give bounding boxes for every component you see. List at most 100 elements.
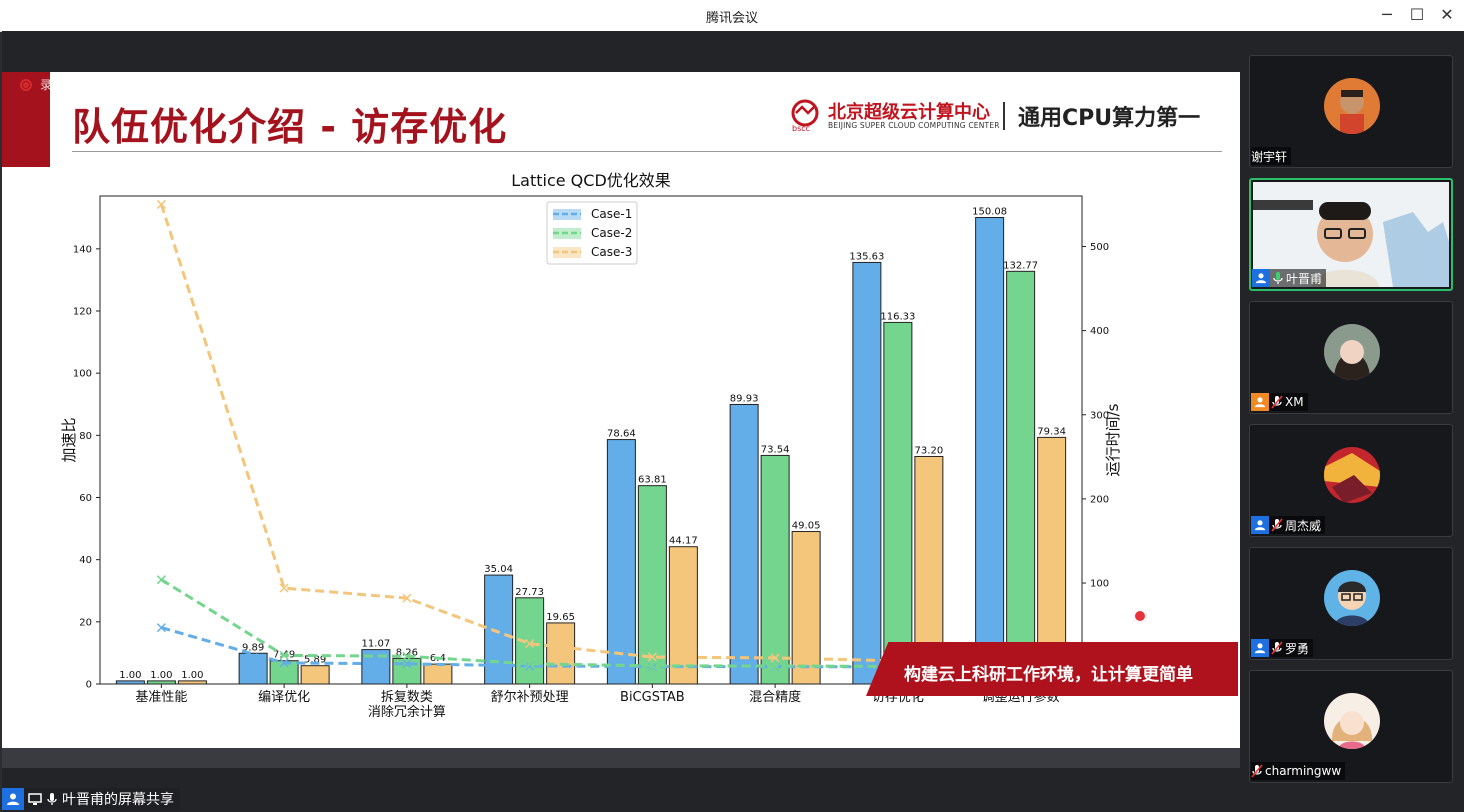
runtime-marker [402,651,412,661]
microphone-muted-icon [1271,518,1283,532]
participant-tile[interactable]: charmingww [1249,670,1453,783]
x-tick-label: 舒尔补预处理 [491,690,569,705]
bar-case-1 [852,261,882,685]
runtime-marker [770,653,780,663]
user-icon [1251,639,1269,657]
legend-box [546,201,638,265]
bar-value-label: 9.89 [242,642,264,653]
participant-name-label: charmingww [1251,762,1346,780]
x-tick-label: 混合精度 [749,689,801,705]
bar-case-2 [146,680,176,685]
participant-name-label: 叶晋甫 [1252,269,1327,287]
presentation-slide: 队伍优化介绍 - 访存优化 bscc 北京超级云计算中心 BEIJING SUP… [2,72,1240,748]
runtime-marker [279,650,289,660]
runtime-marker [402,659,412,669]
y-tick-label: 60 [79,493,92,504]
y-tick-label: 0 [86,680,92,691]
user-icon [1252,269,1270,287]
bar-case-1 [606,439,636,685]
runtime-line-case-3 [159,203,1021,663]
bar-case-3 [423,663,453,685]
maximize-button[interactable]: ☐ [1409,5,1425,24]
microphone-muted-icon [1251,764,1263,778]
participant-avatar [1324,693,1380,749]
x-tick-label: 消除冗余计算 [368,704,446,720]
bar-value-label: 5.89 [304,655,326,666]
participant-avatar [1324,447,1380,503]
bar-case-3 [668,546,698,685]
microphone-active-icon [1273,272,1283,284]
close-button[interactable]: ✕ [1440,5,1454,24]
bar-value-label: 27.73 [515,587,544,598]
recording-label: 录制中 [40,78,77,92]
runtime-marker [770,661,780,671]
slide-bottom-strip [2,748,1240,768]
bar-value-label: 78.64 [607,429,636,440]
y2-tick-label: 100 [1090,579,1109,590]
microphone-muted-icon [1271,641,1283,655]
legend-label: Case-3 [591,245,632,259]
y-tick-label: 100 [73,369,92,380]
participant-tile[interactable]: 谢宇轩 [1249,55,1453,168]
window-titlebar: 腾讯会议 ─ ☐ ✕ [0,0,1464,32]
participant-name: 周杰威 [1285,518,1322,533]
bar-value-label: 11.07 [362,639,391,650]
y2-tick-label: 400 [1090,326,1109,337]
minimize-button[interactable]: ─ [1382,5,1392,24]
runtime-marker [156,575,166,585]
recording-indicator: 录制中 [20,76,76,93]
legend-label: Case-1 [591,207,632,221]
participant-name-label: 谢宇轩 [1251,147,1292,165]
bar-case-1 [729,403,759,685]
participant-avatar [1324,324,1380,380]
bar-value-label: 63.81 [638,475,667,486]
runtime-marker [647,661,657,671]
participant-name-label: 周杰威 [1251,516,1326,534]
bar-case-2 [883,321,913,685]
participant-avatar [1324,78,1380,134]
participant-tile-active[interactable]: 叶晋甫 [1249,178,1453,291]
participant-name: charmingww [1265,764,1342,778]
participant-avatar [1324,570,1380,626]
bar-value-label: 8.26 [396,647,418,658]
participant-tile[interactable]: XM [1249,301,1453,414]
x-tick-label: 拆复数类 [381,690,433,705]
participant-tile[interactable]: 罗勇 [1249,547,1453,660]
bar-case-2 [637,485,667,685]
slide-title: 队伍优化介绍 - 访存优化 [72,105,508,149]
bar-value-label: 1.00 [119,670,141,681]
participant-name: 罗勇 [1285,641,1310,656]
bar-value-label: 116.33 [880,311,915,322]
bar-value-label: 49.05 [792,521,821,532]
bar-value-label: 89.93 [730,393,759,404]
runtime-marker [402,593,412,603]
bar-case-2 [1006,270,1036,685]
y-axis-label: 加速比 [60,417,78,462]
slogan-banner-text: 构建云上科研工作环境，让计算更简单 [904,665,1193,685]
runtime-marker [647,652,657,662]
bar-value-label: 44.17 [669,536,698,547]
bar-case-3 [300,665,330,685]
screen-share-icon [28,793,42,805]
bar-value-label: 1.00 [181,670,203,681]
runtime-marker [279,583,289,593]
y-tick-label: 40 [79,555,92,566]
participant-tile[interactable]: 周杰威 [1249,424,1453,537]
svg-text:bscc: bscc [792,124,810,132]
y2-tick-label: 500 [1090,242,1109,253]
chart-title: Lattice QCD优化效果 [511,171,671,190]
y2-axis-label: 运行时间/s [1104,403,1122,476]
title-divider [72,151,1222,152]
microphone-icon [47,793,57,805]
plot-frame [99,195,1083,685]
screen-share-label: 叶晋甫的屏幕共享 [2,788,180,810]
bar-value-label: 19.65 [546,612,575,623]
bar-value-label: 132.77 [1003,260,1038,271]
bar-case-1 [975,217,1005,685]
user-icon [1251,393,1269,411]
x-tick-label: BiCGSTAB [620,690,685,705]
bar-value-label: 1.00 [150,670,172,681]
microphone-muted-icon [1271,395,1283,409]
participant-name-label: XM [1251,393,1308,411]
y2-tick-label: 200 [1090,494,1109,505]
